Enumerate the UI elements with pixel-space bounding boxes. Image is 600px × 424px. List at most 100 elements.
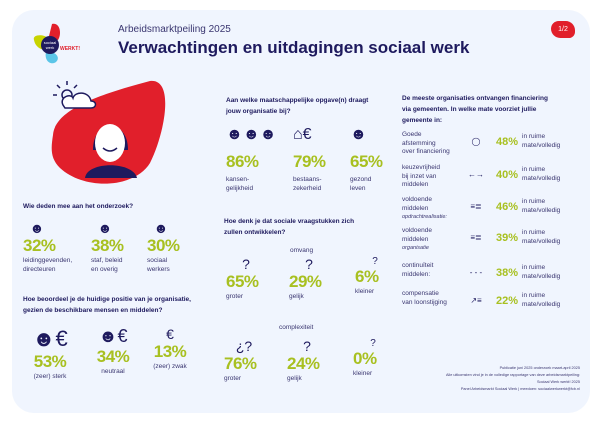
question-line: via gemeenten. In welke mate voorziet ju… (402, 106, 537, 113)
pct: 39% (496, 232, 519, 244)
label: bestaans- (293, 176, 322, 183)
label-line: mate/volledig (522, 272, 561, 280)
pct: 29% (289, 272, 322, 291)
people-euro-icon: ☻€ (98, 326, 128, 346)
person-icon: ☻ (97, 220, 113, 236)
footer-line: Sociaal Werk werkt! 2025 (537, 380, 580, 384)
label: en overig (91, 266, 118, 273)
label: leidinggevenden, (23, 257, 73, 264)
strong-person-icon: ☻ (350, 126, 367, 143)
question-line: gemeente in: (402, 117, 443, 124)
complexiteit-item: ? 24% gelijk (287, 338, 327, 383)
complexiteit-item: ? 0% kleiner (353, 338, 393, 378)
question-line: De meeste organisaties ontvangen financi… (402, 95, 548, 102)
financing-row: keuzevrijheid bij inzet van middelen ←→ 40… (402, 164, 582, 194)
label: zekerheid (293, 185, 322, 192)
row-label: voldoende middelen opdrachtrealisatie: (402, 196, 464, 222)
question-line: jouw organisatie bij? (226, 108, 291, 115)
scale-label: in ruime mate/volledig (522, 198, 560, 215)
pct: 86% (226, 152, 259, 171)
financing-icon: ←→ (468, 170, 484, 179)
footer-line: Panel Arbeidsmarkt Sociaal Werk | meedoe… (460, 387, 580, 391)
page-title: Verwachtingen en uitdagingen sociaal wer… (118, 38, 470, 57)
financing-icon: ≡≣ (470, 202, 482, 211)
scale-label: in ruime mate/volledig (522, 264, 560, 281)
label: directeuren (23, 266, 56, 273)
pct: 22% (496, 295, 519, 307)
label-line: in ruime (522, 264, 546, 271)
page-badge: 1/2 (551, 21, 575, 38)
pct: 24% (287, 354, 320, 373)
row-label: voldoende middelen organisatie (402, 227, 464, 253)
label-line: mate/volledig (522, 300, 561, 308)
question-bubble-icon: ? (305, 256, 313, 272)
house-euro-icon: ⌂€ (293, 126, 312, 143)
person-icon: ☻ (153, 220, 169, 236)
task-item: ☻ 65% gezond leven (350, 126, 383, 193)
label: neutraal (101, 368, 125, 375)
omvang-item: ? 6% kleiner (355, 256, 395, 296)
label-line: bij inzet van (402, 172, 437, 180)
pct: 48% (496, 136, 519, 148)
row-label: Goede afstemming over financiering (402, 131, 464, 157)
label-line: in ruime (522, 198, 546, 205)
label: gelijk (289, 293, 304, 300)
svg-text:werk: werk (46, 45, 54, 50)
subtitle: Arbeidsmarktpeiling 2025 (118, 24, 231, 35)
label-line: mate/volledig (522, 206, 561, 214)
label: leven (350, 185, 366, 192)
pct: 13% (153, 342, 187, 361)
label-line: compensatie (402, 290, 439, 297)
label-line: in ruime (522, 166, 546, 173)
label-line: voldoende (402, 227, 432, 234)
scale-label: in ruime mate/volledig (522, 166, 560, 183)
complexiteit-heading: complexiteit (279, 324, 314, 331)
pct: 6% (355, 267, 379, 286)
financing-row: voldoende middelen organisatie ≡≣ 39% in r… (402, 227, 582, 257)
people-euro-icon: ☻€ (32, 326, 68, 351)
pct: 0% (353, 349, 377, 368)
participant-item: ☻ 38% staf, beleid en overig (91, 220, 124, 274)
label: groter (224, 375, 241, 382)
omvang-item: ? 65% groter (226, 256, 266, 301)
label-line: afstemming (402, 139, 436, 147)
pct: 30% (147, 236, 180, 255)
pct: 34% (96, 347, 130, 366)
financing-icon: ◯ (471, 137, 481, 146)
row-label: continuïteit middelen: (402, 262, 464, 279)
participants-question: Wie deden mee aan het onderzoek? (23, 203, 134, 210)
label-line: middelen (402, 235, 429, 243)
scale-label: in ruime mate/volledig (522, 292, 560, 309)
pct: 38% (496, 267, 519, 279)
label: werkers (147, 266, 170, 273)
position-item: ☻€ 53% (zeer) sterk (25, 326, 75, 381)
label: kleiner (353, 370, 373, 377)
omvang-heading: omvang (290, 247, 314, 254)
row-label: compensatie van loonstijging (402, 290, 464, 307)
label: (zeer) sterk (33, 373, 67, 380)
label-line: opdrachtrealisatie: (402, 214, 447, 220)
person-illustration (45, 73, 175, 193)
position-item: ☻€ 34% neutraal (88, 326, 138, 376)
pct: 79% (293, 152, 326, 171)
financing-row: voldoende middelen opdrachtrealisatie: ≡≣ … (402, 196, 582, 226)
question-bubble-icon: ¿? (235, 338, 253, 354)
label: kleiner (355, 288, 375, 295)
pct: 53% (33, 352, 67, 371)
label-line: mate/volledig (522, 174, 561, 182)
label: gelijk (287, 375, 302, 382)
label-line: in ruime (522, 292, 546, 299)
footer-line: Alle uitkomsten vind je in de volledige … (445, 373, 580, 377)
label: (zeer) zwak (153, 363, 187, 370)
pct: 38% (91, 236, 124, 255)
question-bubble-icon: ? (303, 338, 311, 354)
label-line: middelen (402, 181, 429, 188)
label-line: continuïteit (402, 262, 434, 269)
financing-icon: - - - (469, 268, 483, 277)
financing-icon: ↗≡ (470, 296, 482, 305)
task-item: ⌂€ 79% bestaans-zekerheid (293, 126, 326, 193)
label-line: keuzevrijheid (402, 164, 440, 171)
pct: 65% (226, 272, 259, 291)
svg-text:WERKT!: WERKT! (60, 46, 80, 52)
label-line: van loonstijging (402, 298, 447, 306)
